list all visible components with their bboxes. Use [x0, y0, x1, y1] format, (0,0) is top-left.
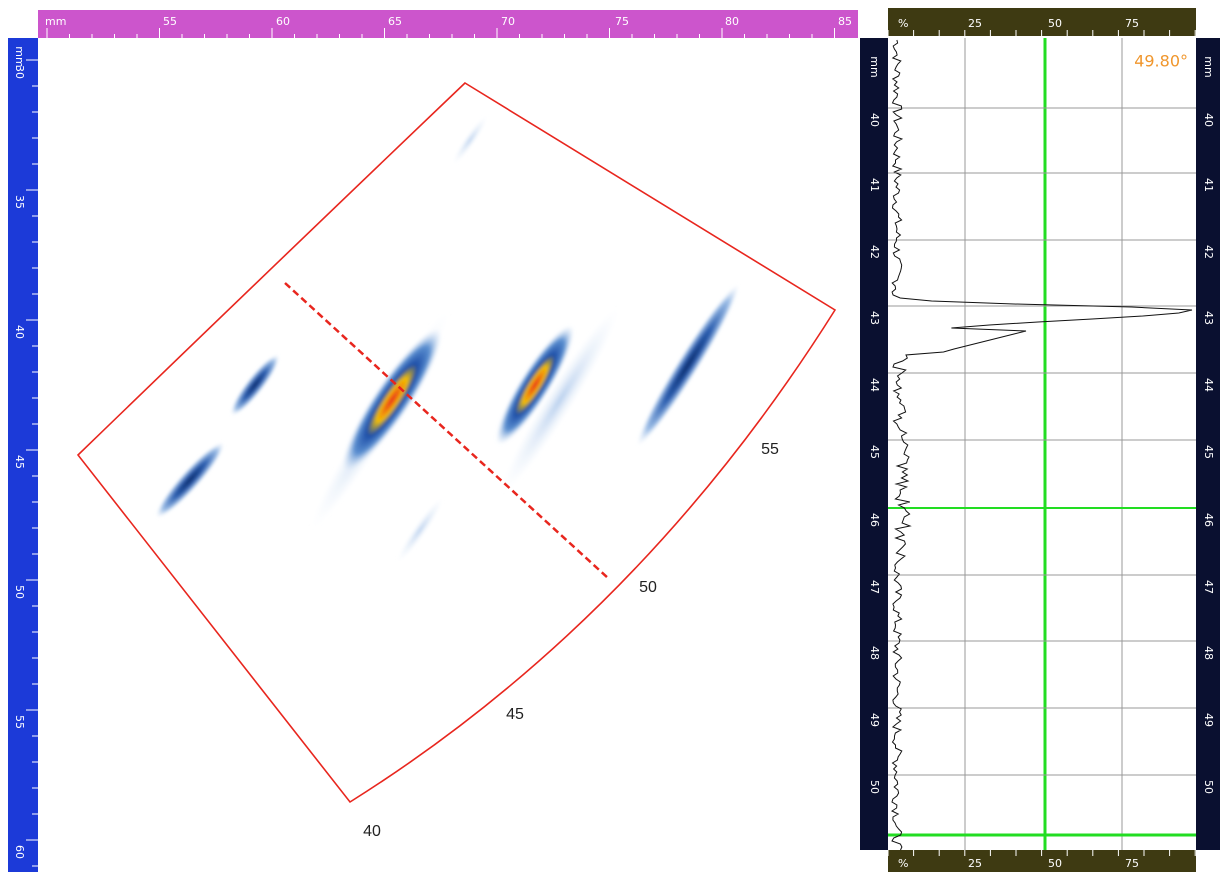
ruler-label: 44: [868, 378, 881, 392]
ruler-label: 46: [1202, 513, 1215, 527]
ruler-label: 35: [13, 195, 26, 209]
ruler-label: mm: [45, 15, 66, 28]
ruler-label: mm: [1202, 56, 1215, 77]
ruler-label: 50: [1202, 780, 1215, 794]
ruler-label: 42: [868, 245, 881, 259]
ruler-label: %: [898, 17, 908, 30]
ruler-label: 55: [163, 15, 177, 28]
ruler-label: 85: [838, 15, 852, 28]
ruler-label: 49: [1202, 713, 1215, 727]
echo: [342, 328, 442, 472]
ruler-label: 30: [13, 65, 26, 79]
ruler-label: 46: [868, 513, 881, 527]
ruler-label: 75: [615, 15, 629, 28]
ruler-label: 41: [868, 178, 881, 192]
ruler-label: 50: [1048, 857, 1062, 870]
ruler-label: 50: [13, 585, 26, 599]
ascan-waveform: [890, 39, 1193, 851]
ruler-label: 47: [868, 580, 881, 594]
ruler-label: 40: [13, 325, 26, 339]
ruler-label: 45: [1202, 445, 1215, 459]
ruler-label: 44: [1202, 378, 1215, 392]
echo: [452, 115, 488, 165]
ruler-label: 70: [501, 15, 515, 28]
ruler-label: 50: [1048, 17, 1062, 30]
ascan-grid: % 25 50 75% 25 50 75 mm mm 40 40 41 41 42 42 43 43 44 44 45…: [868, 17, 1215, 870]
top-ruler: [38, 10, 858, 38]
ruler-label: 41: [1202, 178, 1215, 192]
ruler-label: 45: [868, 445, 881, 459]
left-ruler: [8, 38, 38, 872]
ruler-label: 50: [868, 780, 881, 794]
ruler-label: 65: [388, 15, 402, 28]
ruler-label: 47: [1202, 580, 1215, 594]
echo: [396, 497, 444, 563]
ruler-label: 40: [1202, 113, 1215, 127]
angle-label: 40: [363, 823, 381, 840]
ruler-label: 48: [868, 646, 881, 660]
ruler-label: 45: [13, 455, 26, 469]
ruler-label: 75: [1125, 17, 1139, 30]
ruler-label: 43: [868, 311, 881, 325]
echo: [230, 354, 280, 416]
echo: [495, 325, 575, 445]
angle-label: 55: [761, 441, 779, 458]
angle-readout: 49.80°: [1134, 52, 1188, 71]
angle-label: 50: [639, 579, 657, 596]
ruler-label: 75: [1125, 857, 1139, 870]
sector-outline: [76, 81, 837, 804]
ruler-label: 48: [1202, 646, 1215, 660]
cursor-line: [284, 282, 609, 579]
ruler-label: mm: [868, 56, 881, 77]
ruler-label: 80: [725, 15, 739, 28]
ruler-label: 55: [13, 715, 26, 729]
echo: [155, 442, 225, 518]
ruler-label: 60: [276, 15, 290, 28]
ruler-label: 60: [13, 845, 26, 859]
ruler-label: 25: [968, 17, 982, 30]
ruler-label: 25: [968, 857, 982, 870]
echo: [636, 284, 740, 446]
ruler-label: 42: [1202, 245, 1215, 259]
ruler-label: %: [898, 857, 908, 870]
echo: [500, 306, 620, 494]
sector-image: [155, 115, 740, 563]
side-ruler: [860, 38, 888, 850]
ruler-label: 43: [1202, 311, 1215, 325]
angle-label: 45: [506, 706, 524, 723]
side-ruler: [1196, 38, 1220, 850]
ruler-label: 49: [868, 713, 881, 727]
ruler-label: 40: [868, 113, 881, 127]
ruler-label: mm: [13, 46, 26, 67]
